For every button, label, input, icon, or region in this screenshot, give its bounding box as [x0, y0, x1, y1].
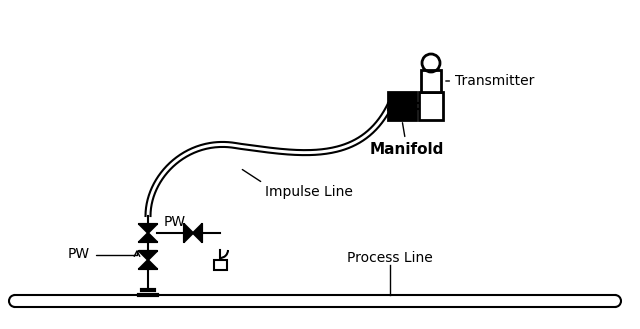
- Polygon shape: [139, 251, 157, 260]
- Polygon shape: [139, 260, 157, 269]
- Bar: [388, 92, 416, 120]
- Text: PW: PW: [68, 247, 140, 262]
- Text: Impulse Line: Impulse Line: [265, 185, 353, 199]
- Text: Manifold: Manifold: [370, 123, 444, 157]
- Polygon shape: [184, 224, 193, 242]
- Polygon shape: [139, 233, 157, 242]
- Text: Transmitter: Transmitter: [446, 74, 534, 88]
- Bar: [214, 260, 227, 270]
- Text: PW: PW: [164, 215, 186, 229]
- Bar: [419, 92, 443, 120]
- Polygon shape: [193, 224, 202, 242]
- Text: Process Line: Process Line: [347, 251, 433, 265]
- Polygon shape: [139, 224, 157, 233]
- Bar: [421, 70, 441, 92]
